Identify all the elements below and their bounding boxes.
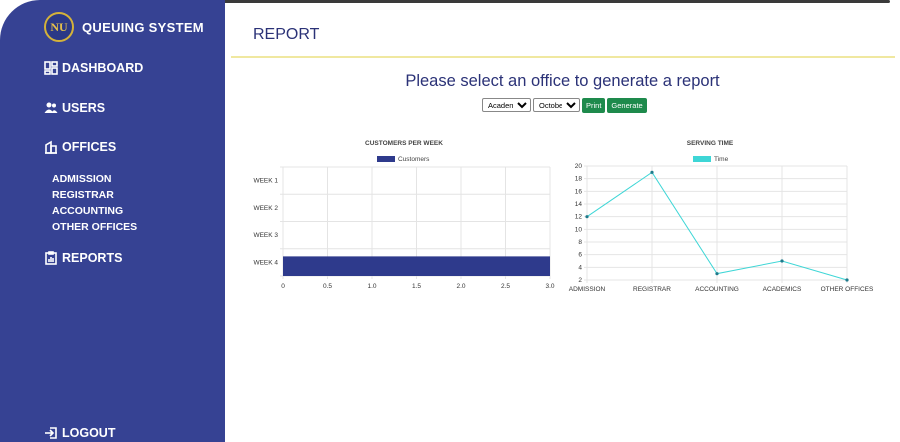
report-icon <box>45 251 57 265</box>
generate-button[interactable]: Generate <box>607 98 647 113</box>
data-point <box>845 278 849 282</box>
legend-label: Time <box>714 156 729 163</box>
y-tick-label: 16 <box>575 188 583 195</box>
logo-icon: NU <box>44 12 74 42</box>
window-top-border <box>100 0 890 3</box>
y-tick-label: 6 <box>578 252 582 259</box>
y-tick-label: WEEK 3 <box>253 232 278 239</box>
data-point <box>650 170 654 174</box>
main-content: REPORT Please select an office to genera… <box>225 0 900 442</box>
x-tick-label: 3.0 <box>545 283 554 290</box>
y-tick-label: WEEK 2 <box>253 205 278 212</box>
sidebar-item-other-offices[interactable]: OTHER OFFICES <box>52 221 138 233</box>
nav-reports[interactable]: REPORTS <box>44 251 122 265</box>
sidebar-item-admission[interactable]: ADMISSION <box>52 173 112 185</box>
x-tick-label: 1.0 <box>367 283 376 290</box>
nav-logout-label: LOGOUT <box>62 426 116 440</box>
month-select[interactable]: October <box>533 98 580 112</box>
nav-users[interactable]: USERS <box>44 101 105 115</box>
y-tick-label: 4 <box>578 264 582 271</box>
brand: NU QUEUING SYSTEM <box>44 12 204 42</box>
x-tick-label: ACADEMICS <box>763 286 802 293</box>
y-tick-label: WEEK 4 <box>253 259 278 266</box>
nav-offices-label: OFFICES <box>62 140 117 154</box>
x-tick-label: 0 <box>281 283 285 290</box>
x-tick-label: 2.5 <box>501 283 510 290</box>
y-tick-label: 14 <box>575 201 583 208</box>
sidebar: NU QUEUING SYSTEM DASHBOARD USERS OFFICE… <box>0 0 225 442</box>
x-tick-label: ADMISSION <box>569 286 606 293</box>
data-point <box>585 215 589 219</box>
legend-swatch <box>377 156 395 162</box>
customers-per-week-chart: CUSTOMERS PER WEEK Customers 0 0.5 1.0 1.5 2.0… <box>253 140 554 290</box>
x-tick-label: 2.0 <box>456 283 465 290</box>
x-tick-label: OTHER OFFICES <box>821 286 874 293</box>
y-tick-label: 8 <box>578 239 582 246</box>
y-tick-label: 10 <box>575 226 583 233</box>
nav-offices[interactable]: OFFICES <box>44 140 116 154</box>
nav-logout[interactable]: LOGOUT <box>44 426 115 440</box>
chart-title: SERVING TIME <box>687 140 734 147</box>
y-tick-label: 18 <box>575 176 583 183</box>
x-tick-label: REGISTRAR <box>633 286 671 293</box>
x-tick-label: 1.5 <box>412 283 421 290</box>
page-title: REPORT <box>253 26 320 43</box>
sidebar-item-registrar[interactable]: REGISTRAR <box>52 189 114 201</box>
legend-swatch <box>693 156 711 162</box>
brand-title: QUEUING SYSTEM <box>82 19 204 35</box>
nav-users-label: USERS <box>62 101 106 115</box>
chart-title: CUSTOMERS PER WEEK <box>365 140 443 147</box>
nav-dashboard-label: DASHBOARD <box>62 61 144 75</box>
report-controls: Academics October Print Generate <box>482 98 647 113</box>
bar <box>283 256 550 276</box>
x-tick-label: 0.5 <box>323 283 332 290</box>
serving-time-chart: SERVING TIME Time 2 4 6 8 10 12 14 16 18 20 ADMISSIO… <box>569 140 874 293</box>
data-point <box>715 272 719 276</box>
nav-reports-label: REPORTS <box>62 251 123 265</box>
title-divider <box>231 56 895 58</box>
y-tick-label: 2 <box>578 277 582 284</box>
print-button[interactable]: Print <box>582 98 606 113</box>
office-select[interactable]: Academics <box>482 98 531 112</box>
dashboard-icon <box>44 61 58 75</box>
y-tick-label: WEEK 1 <box>253 178 278 185</box>
page-heading: Please select an office to generate a re… <box>405 72 720 90</box>
legend-label: Customers <box>398 156 430 163</box>
x-tick-label: ACCOUNTING <box>695 286 739 293</box>
logout-icon <box>45 427 57 439</box>
y-tick-label: 20 <box>575 163 583 170</box>
nav-dashboard[interactable]: DASHBOARD <box>44 61 143 75</box>
building-icon <box>45 140 57 154</box>
data-point <box>780 259 784 263</box>
y-tick-label: 12 <box>575 214 583 221</box>
users-icon <box>44 102 58 113</box>
sidebar-item-accounting[interactable]: ACCOUNTING <box>52 205 124 217</box>
